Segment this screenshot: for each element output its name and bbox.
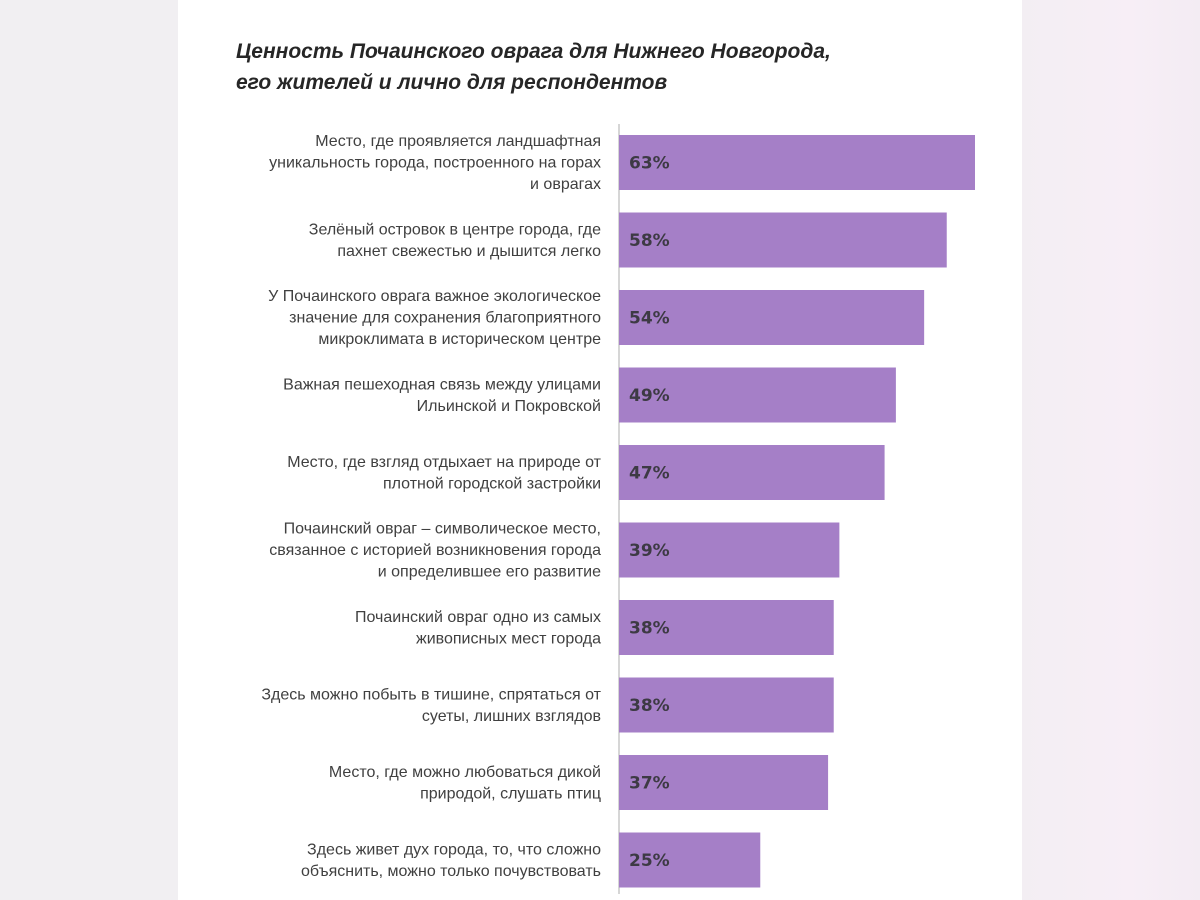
bar-8 [619, 677, 834, 733]
bar-7 [619, 600, 834, 655]
category-label-line: Ильинской и Покровской [417, 398, 601, 415]
bar-6 [619, 522, 840, 578]
category-label-10: Здесь живет дух города, то, что сложно об… [301, 841, 601, 880]
category-label-8: Здесь можно побыть в тишине, спрятаться … [261, 686, 601, 725]
category-label-line: значение для сохранения благоприятного [289, 310, 601, 327]
category-label-line: Здесь живет дух города, то, что сложно [307, 841, 601, 858]
value-label-7: 38% [629, 619, 670, 639]
category-label-2: Зелёный островок в центре города, где пах… [309, 221, 601, 260]
value-label-4: 49% [629, 386, 670, 406]
value-label-9: 37% [629, 774, 670, 794]
category-label-line: объяснить, можно только почувствовать [301, 863, 601, 880]
category-label-9: Место, где можно любоваться дикой природо… [329, 764, 601, 803]
category-label-line: уникальность города, построенного на гор… [269, 155, 601, 172]
category-label-line: и оврагах [530, 176, 601, 193]
chart-title: Ценность Почаинского оврага для Нижнего … [236, 36, 996, 98]
value-label-8: 38% [629, 696, 670, 716]
category-label-line: Почаинский овраг – символическое место, [284, 521, 601, 538]
bar-3 [619, 290, 925, 345]
category-label-1: Место, где проявляется ландшафтная уникал… [269, 133, 601, 193]
category-label-7: Почаинский овраг одно из самых живописных… [355, 609, 601, 648]
bar-2 [619, 212, 947, 268]
bar-9 [619, 755, 829, 810]
category-label-6: Почаинский овраг – символическое место, с… [269, 521, 601, 581]
right-background [1022, 0, 1200, 900]
category-label-line: и определившее его развитие [378, 564, 601, 581]
category-label-line: Почаинский овраг одно из самых [355, 609, 601, 626]
category-label-line: плотной городской застройки [383, 475, 601, 492]
category-label-line: связанное с историей возникновения город… [269, 542, 601, 559]
bar-1 [619, 135, 975, 190]
bar-10 [619, 832, 761, 888]
value-label-5: 47% [629, 464, 670, 484]
category-label-line: суеты, лишних взглядов [422, 708, 601, 725]
chart-title-line-2: его жителей и лично для респондентов [236, 71, 668, 94]
category-label-line: Зелёный островок в центре города, где [309, 221, 601, 238]
category-label-line: Место, где взгляд отдыхает на природе от [287, 454, 601, 471]
bar-5 [619, 445, 885, 500]
category-label-line: пахнет свежестью и дышится легко [337, 243, 601, 260]
category-label-line: У Почаинского оврага важное экологическо… [268, 288, 601, 305]
category-label-line: Важная пешеходная связь между улицами [283, 376, 601, 393]
chart-title-line-1: Ценность Почаинского оврага для Нижнего … [236, 40, 831, 63]
category-label-3: У Почаинского оврага важное экологическо… [268, 288, 601, 348]
left-background [0, 0, 178, 900]
value-label-1: 63% [629, 154, 670, 174]
value-label-6: 39% [629, 541, 670, 561]
category-label-line: Место, где проявляется ландшафтная [315, 133, 601, 150]
category-label-line: Здесь можно побыть в тишине, спрятаться … [261, 686, 601, 703]
category-label-line: живописных мест города [416, 630, 601, 647]
bar-4 [619, 367, 896, 423]
value-label-10: 25% [629, 851, 670, 871]
value-label-3: 54% [629, 309, 670, 329]
category-label-line: природой, слушать птиц [420, 785, 601, 802]
category-label-line: микроклимата в историческом центре [318, 331, 601, 348]
category-label-4: Важная пешеходная связь между улицами Иль… [283, 376, 601, 415]
category-label-5: Место, где взгляд отдыхает на природе от… [287, 454, 601, 493]
category-label-line: Место, где можно любоваться дикой [329, 764, 601, 781]
value-label-2: 58% [629, 231, 670, 251]
